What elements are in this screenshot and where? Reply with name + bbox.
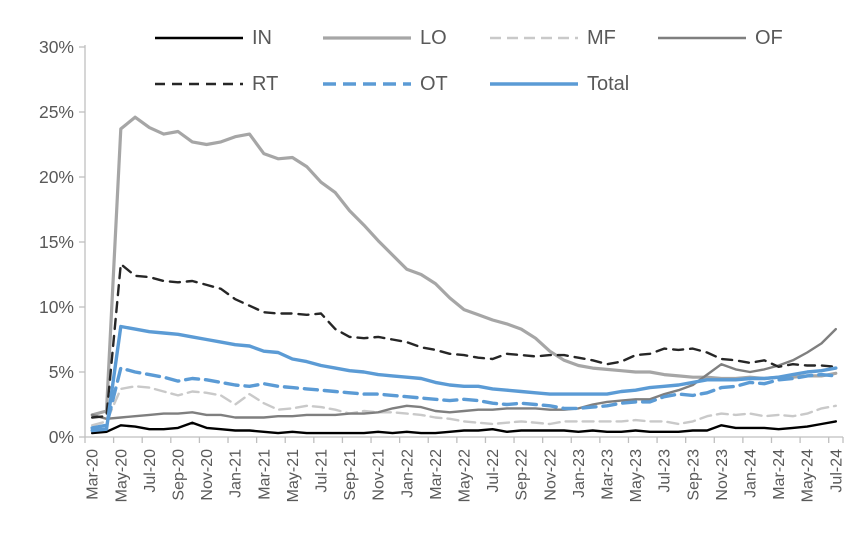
series-line-ot — [90, 366, 838, 430]
x-tick-label: May-21 — [285, 449, 302, 502]
y-tick-label: 30% — [39, 37, 74, 57]
y-tick-label: 15% — [39, 232, 74, 252]
x-tick-label: Nov-20 — [199, 449, 216, 501]
legend-label-mf: MF — [587, 27, 616, 49]
x-tick-label: Sep-23 — [685, 449, 702, 501]
x-tick-label: Sep-21 — [342, 449, 359, 501]
legend-swatch-lo — [323, 36, 411, 40]
legend-swatch-in — [155, 36, 243, 40]
chart-legend: IN LO MF OF RT OT Total — [0, 0, 852, 110]
x-tick-label: Jul-20 — [142, 449, 159, 493]
x-tick-label: May-20 — [113, 449, 130, 502]
y-tick-label: 20% — [39, 167, 74, 187]
x-tick-label: Jul-21 — [313, 449, 330, 493]
legend-item-in: IN — [155, 26, 272, 50]
series-line-mf — [90, 385, 837, 427]
legend-swatch-ot — [323, 82, 411, 86]
legend-item-lo: LO — [323, 26, 447, 50]
x-tick-label: May-22 — [457, 449, 474, 502]
x-tick-label: Sep-20 — [170, 449, 187, 501]
x-tick-label: Nov-21 — [371, 449, 388, 501]
legend-item-rt: RT — [155, 72, 278, 96]
x-tick-label: Jan-22 — [399, 449, 416, 498]
x-tick-label: Jul-23 — [657, 449, 674, 493]
x-tick-label: Nov-22 — [542, 449, 559, 501]
legend-swatch-of — [658, 36, 746, 40]
x-tick-label: Jul-22 — [485, 449, 502, 493]
legend-label-of: OF — [755, 27, 783, 49]
legend-label-rt: RT — [252, 73, 279, 95]
x-tick-label: Sep-22 — [514, 449, 531, 501]
legend-item-mf: MF — [490, 26, 616, 50]
legend-item-ot: OT — [323, 72, 448, 96]
series-line-lo — [90, 115, 838, 417]
legend-label-in: IN — [252, 27, 272, 49]
y-tick-label: 10% — [39, 297, 74, 317]
legend-label-lo: LO — [420, 27, 447, 49]
x-tick-label: Nov-23 — [714, 449, 731, 501]
legend-swatch-mf — [490, 36, 578, 40]
x-tick-label: Mar-24 — [771, 449, 788, 500]
x-tick-label: Jan-24 — [743, 449, 760, 498]
x-tick-label: Mar-23 — [600, 449, 617, 500]
legend-swatch-total — [490, 82, 578, 86]
legend-item-total: Total — [490, 72, 629, 96]
x-tick-label: Mar-20 — [85, 449, 102, 500]
series-line-in — [90, 420, 837, 435]
series-line-total — [90, 324, 838, 433]
legend-label-total: Total — [587, 73, 630, 95]
x-tick-label: Jan-23 — [571, 449, 588, 498]
legend-swatch-rt — [155, 82, 243, 86]
x-tick-label: May-24 — [800, 449, 817, 502]
x-tick-label: May-23 — [628, 449, 645, 502]
legend-label-ot: OT — [420, 73, 448, 95]
x-tick-label: Jul-24 — [828, 449, 845, 493]
y-tick-label: 5% — [49, 362, 74, 382]
series-line-rt — [90, 262, 837, 419]
legend-item-of: OF — [658, 26, 783, 50]
x-tick-label: Mar-22 — [428, 449, 445, 500]
y-tick-label: 0% — [49, 427, 74, 447]
x-tick-label: Mar-21 — [256, 449, 273, 500]
y-tick-label: 25% — [39, 102, 74, 122]
series-line-of — [90, 327, 837, 420]
x-tick-label: Jan-21 — [228, 449, 245, 498]
